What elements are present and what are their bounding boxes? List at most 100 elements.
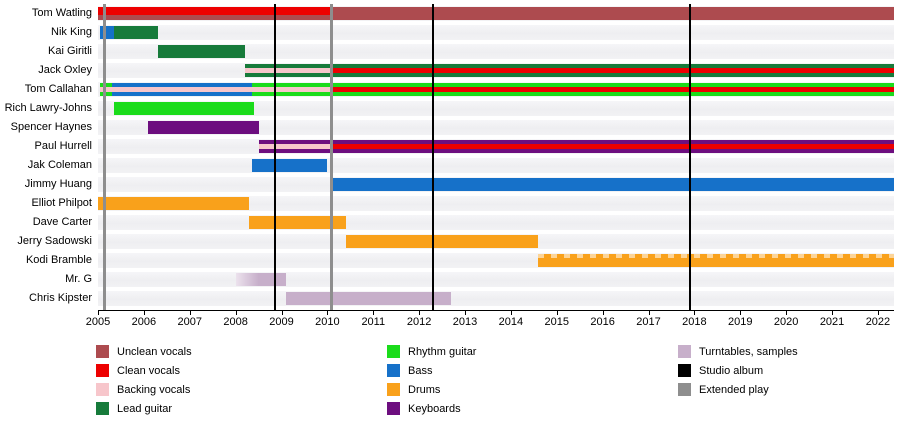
- year-label: 2015: [544, 316, 570, 328]
- year-label: 2017: [636, 316, 661, 328]
- release-line-studio-album: [273, 4, 276, 310]
- legend-label: Keyboards: [408, 403, 461, 415]
- legend-swatch-bass: [387, 364, 400, 377]
- timeline-bar-elliot-philpot-drums: [98, 197, 250, 210]
- timeline-bar-tom-callahan-clean-vocals: [331, 87, 894, 92]
- year-label: 2021: [819, 316, 845, 328]
- legend: Unclean vocals Clean vocals Backing vocals…: [0, 344, 900, 424]
- timeline-bar-tom-watling-clean-vocals: [98, 7, 332, 15]
- legend-swatch-clean-vocals: [96, 364, 109, 377]
- member-label-kai-giritli: Kai Giritli: [47, 45, 92, 57]
- year-label: 2014: [498, 316, 524, 328]
- year-tick: [556, 311, 558, 315]
- member-label-tom-watling: Tom Watling: [31, 7, 92, 19]
- legend-swatch-backing-vocals: [96, 383, 109, 396]
- member-lane-kai-giritli: [98, 44, 894, 59]
- member-lane-jak-coleman: [98, 158, 894, 173]
- year-label: 2016: [590, 316, 615, 328]
- year-label: 2018: [682, 316, 707, 328]
- year-label: 2007: [177, 316, 202, 328]
- timeline-bar-jak-coleman-bass: [251, 159, 328, 172]
- release-line-studio-album: [688, 4, 691, 310]
- member-label-rich-lawry-johns: Rich Lawry-Johns: [4, 102, 92, 114]
- year-tick: [832, 311, 834, 315]
- release-line-extended-play: [330, 4, 334, 310]
- legend-swatch-extended-play: [678, 383, 691, 396]
- legend-swatch-drums: [387, 383, 400, 396]
- legend-swatch-rhythm-guitar: [387, 345, 400, 358]
- member-lane-mr-g: [98, 272, 894, 287]
- year-label: 2019: [728, 316, 753, 328]
- year-label: 2022: [865, 316, 891, 328]
- year-tick: [510, 311, 512, 315]
- legend-label: Extended play: [699, 384, 769, 396]
- timeline-bar-mr-g-turntables-samples: [235, 273, 287, 286]
- member-label-tom-callahan: Tom Callahan: [24, 83, 92, 95]
- year-tick: [694, 311, 696, 315]
- year-tick: [786, 311, 788, 315]
- timeline-bar-rich-lawry-johns-rhythm-guitar: [114, 102, 254, 115]
- release-line-extended-play: [103, 4, 107, 310]
- year-label: 2011: [361, 316, 386, 328]
- legend-swatch-studio-album: [678, 364, 691, 377]
- member-label-jimmy-huang: Jimmy Huang: [24, 178, 92, 190]
- member-label-jack-oxley: Jack Oxley: [38, 64, 92, 76]
- year-tick: [373, 311, 375, 315]
- member-label-dave-carter: Dave Carter: [32, 216, 92, 228]
- year-tick: [648, 311, 650, 315]
- legend-label: Lead guitar: [117, 403, 173, 415]
- member-lane-rich-lawry-johns: [98, 101, 894, 116]
- timeline-bar-kodi-bramble-drums: [538, 254, 894, 267]
- year-label: 2012: [406, 316, 432, 328]
- timeline-bar-kai-giritli-lead-guitar: [157, 45, 245, 58]
- year-tick: [281, 311, 283, 315]
- year-label: 2005: [85, 316, 111, 328]
- legend-label: Studio album: [699, 365, 764, 377]
- legend-swatch-unclean-vocals: [96, 345, 109, 358]
- legend-label: Rhythm guitar: [408, 346, 477, 358]
- legend-swatch-turntables-samples: [678, 345, 691, 358]
- member-label-spencer-haynes: Spencer Haynes: [10, 121, 92, 133]
- year-label: 2020: [773, 316, 799, 328]
- member-lane-elliot-philpot: [98, 196, 894, 211]
- legend-swatch-lead-guitar: [96, 402, 109, 415]
- member-label-mr-g: Mr. G: [65, 273, 92, 285]
- member-lane-spencer-haynes: [98, 120, 894, 135]
- member-lane-chris-kipster: [98, 291, 894, 306]
- member-lane-dave-carter: [98, 215, 894, 230]
- release-line-studio-album: [431, 4, 434, 310]
- year-label: 2013: [452, 316, 478, 328]
- timeline-bar-jimmy-huang-bass: [331, 178, 894, 191]
- timeline-bar-dave-carter-drums: [249, 216, 346, 229]
- member-label-paul-hurrell: Paul Hurrell: [34, 140, 92, 152]
- timeline-bar-nik-king-bass: [100, 26, 115, 39]
- year-tick: [189, 311, 191, 315]
- year-tick: [740, 311, 742, 315]
- legend-swatch-keyboards: [387, 402, 400, 415]
- hatch-pattern: [538, 254, 894, 258]
- member-lane-nik-king: [98, 25, 894, 40]
- member-label-nik-king: Nik King: [51, 26, 92, 38]
- timeline-bar-tom-callahan-backing-vocals: [100, 87, 332, 92]
- member-label-jak-coleman: Jak Coleman: [27, 159, 92, 171]
- legend-label: Backing vocals: [117, 384, 191, 396]
- year-tick: [465, 311, 467, 315]
- year-label: 2006: [131, 316, 157, 328]
- year-label: 2010: [315, 316, 340, 328]
- legend-label: Turntables, samples: [699, 346, 798, 358]
- timeline-bar-spencer-haynes-keyboards: [148, 121, 259, 134]
- year-tick: [877, 311, 879, 315]
- member-label-chris-kipster: Chris Kipster: [29, 292, 92, 304]
- year-tick: [602, 311, 604, 315]
- timeline-bar-jerry-sadowski-drums: [345, 235, 539, 248]
- timeline-plot-area: [98, 4, 894, 310]
- year-tick: [327, 311, 329, 315]
- member-label-elliot-philpot: Elliot Philpot: [31, 197, 92, 209]
- year-label: 2008: [223, 316, 248, 328]
- timeline-bar-paul-hurrell-backing-vocals: [258, 144, 332, 149]
- legend-label: Clean vocals: [117, 365, 180, 377]
- timeline-bar-paul-hurrell-clean-vocals: [331, 144, 894, 149]
- timeline-bar-jack-oxley-clean-vocals: [331, 68, 894, 73]
- timeline-bar-nik-king-lead-guitar: [114, 26, 158, 39]
